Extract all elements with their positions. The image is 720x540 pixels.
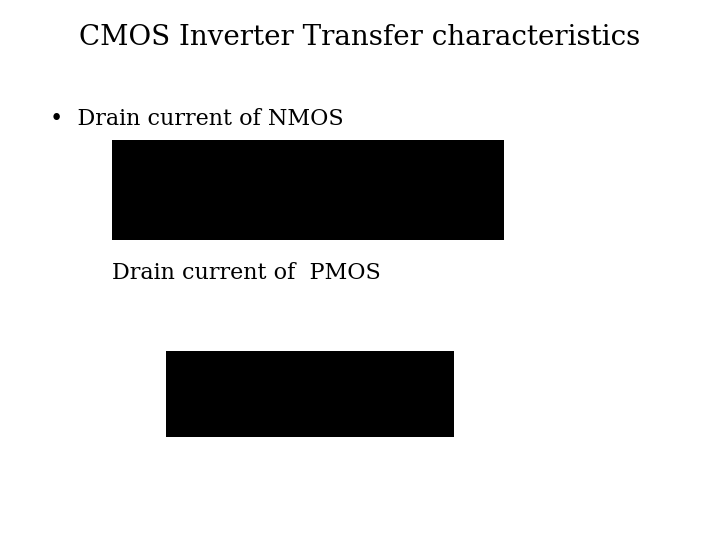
Bar — [112, 140, 504, 240]
Text: •  Drain current of NMOS: • Drain current of NMOS — [50, 108, 344, 130]
Text: CMOS Inverter Transfer characteristics: CMOS Inverter Transfer characteristics — [79, 24, 641, 51]
Text: Drain current of  PMOS: Drain current of PMOS — [112, 262, 380, 284]
Bar — [166, 351, 454, 437]
